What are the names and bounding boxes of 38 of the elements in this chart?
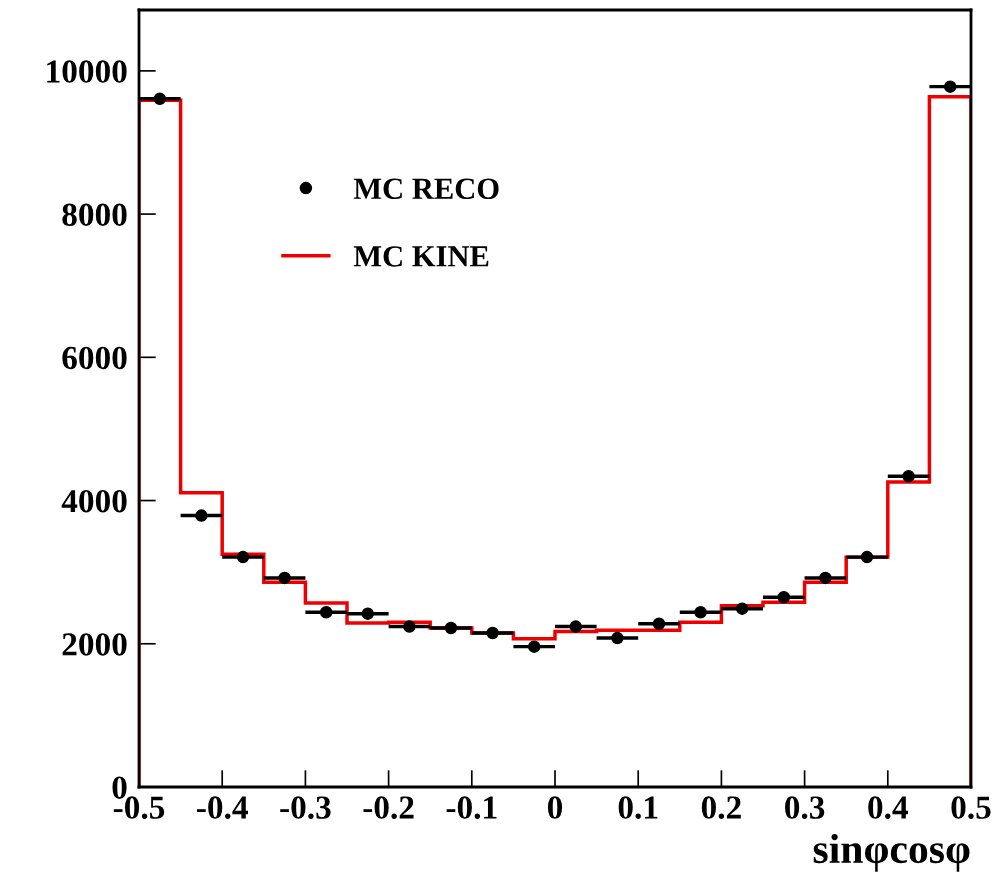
point [860, 550, 874, 564]
y-tick-label: 10000 [47, 60, 127, 83]
point [444, 621, 458, 635]
y-tick-label: 2000 [62, 633, 127, 656]
x-tick-label: 0.3 [785, 796, 825, 819]
point [195, 509, 208, 522]
x-tick-label: -0.1 [446, 796, 497, 819]
x-tick-label: 0.4 [868, 796, 909, 819]
point [652, 617, 666, 630]
point [943, 80, 957, 93]
point [278, 571, 291, 585]
point [819, 571, 832, 585]
y-tick-label: 6000 [62, 346, 127, 370]
legend-label: MC KINE [353, 246, 489, 267]
x-tick-label: -0.3 [280, 796, 331, 819]
y-tick-label: 8000 [62, 203, 127, 226]
point [735, 602, 749, 615]
point [361, 607, 375, 620]
x-tick-label: 0.1 [618, 796, 658, 819]
legend-label: MC RECO [353, 178, 499, 200]
point [569, 620, 583, 633]
x-tick-label: -0.4 [197, 796, 248, 819]
point [527, 640, 541, 653]
point [902, 469, 915, 483]
x-tick-label: -0.2 [363, 796, 414, 819]
point [694, 606, 707, 619]
point [611, 631, 624, 645]
x-axis-title: sinφcosφ [813, 833, 970, 872]
x-tick-label: 0.5 [951, 796, 991, 819]
y-tick-label: 4000 [61, 489, 127, 513]
x-tick-label: 0 [547, 796, 563, 819]
point [236, 550, 250, 564]
point [486, 626, 499, 640]
point [319, 606, 333, 619]
point [153, 92, 167, 106]
point [777, 590, 791, 604]
x-tick-label: 0.2 [701, 796, 741, 819]
point [403, 620, 416, 633]
